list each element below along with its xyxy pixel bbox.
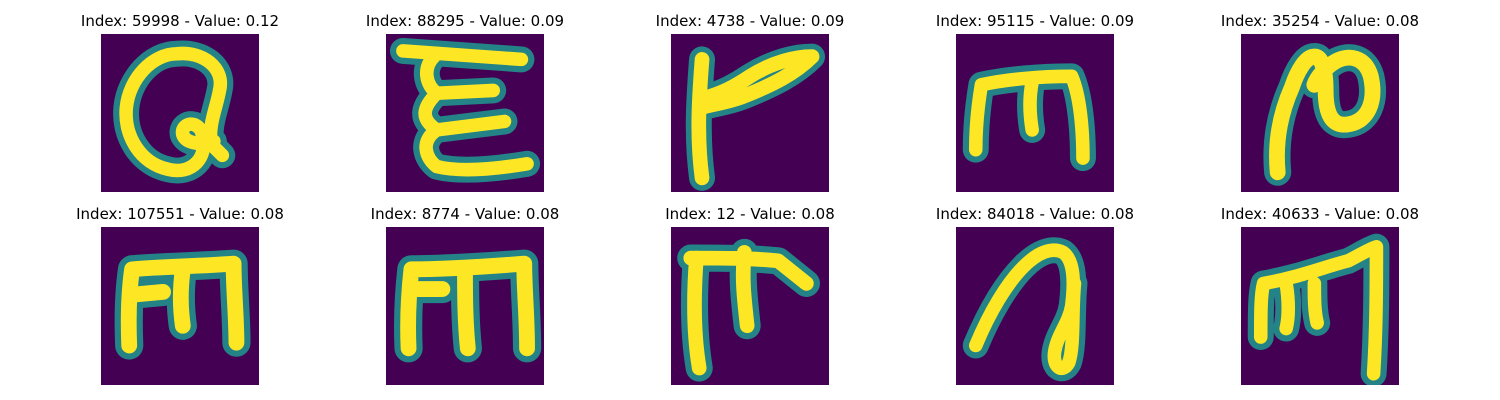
glyph-svg bbox=[685, 43, 826, 191]
glyph-image bbox=[101, 227, 259, 385]
glyph-image bbox=[386, 34, 544, 192]
tile-title: Index: 88295 - Value: 0.09 bbox=[365, 12, 565, 30]
sample-tile-9: Index: 84018 - Value: 0.08 bbox=[920, 205, 1150, 395]
glyph-image bbox=[386, 227, 544, 385]
tile-title: Index: 4738 - Value: 0.09 bbox=[655, 12, 845, 30]
tile-title: Index: 35254 - Value: 0.08 bbox=[1220, 12, 1420, 30]
sample-tile-2: Index: 88295 - Value: 0.09 bbox=[350, 12, 580, 202]
sample-tile-8: Index: 12 - Value: 0.08 bbox=[635, 205, 865, 395]
sample-tile-6: Index: 107551 - Value: 0.08 bbox=[65, 205, 295, 395]
tile-title: Index: 12 - Value: 0.08 bbox=[665, 205, 835, 223]
sample-tile-4: Index: 95115 - Value: 0.09 bbox=[920, 12, 1150, 202]
sample-tile-7: Index: 8774 - Value: 0.08 bbox=[350, 205, 580, 395]
glyph-image bbox=[1241, 34, 1399, 192]
sample-tile-10: Index: 40633 - Value: 0.08 bbox=[1205, 205, 1435, 395]
glyph-svg bbox=[962, 63, 1096, 172]
tile-title: Index: 107551 - Value: 0.08 bbox=[76, 205, 284, 223]
sample-tile-1: Index: 59998 - Value: 0.12 bbox=[65, 12, 295, 202]
glyph-svg bbox=[389, 37, 541, 183]
glyph-svg bbox=[113, 40, 236, 184]
glyph-svg bbox=[114, 249, 251, 360]
glyph-svg bbox=[1247, 233, 1390, 385]
glyph-image bbox=[671, 227, 829, 385]
tile-title: Index: 95115 - Value: 0.09 bbox=[935, 12, 1135, 30]
glyph-image bbox=[671, 34, 829, 192]
tile-title: Index: 8774 - Value: 0.08 bbox=[370, 205, 560, 223]
glyph-svg bbox=[1263, 43, 1387, 186]
glyph-svg bbox=[394, 249, 542, 363]
glyph-image bbox=[956, 227, 1114, 385]
sample-tile-3: Index: 4738 - Value: 0.09 bbox=[635, 12, 865, 202]
glyph-svg bbox=[962, 237, 1088, 382]
sample-tile-5: Index: 35254 - Value: 0.08 bbox=[1205, 12, 1435, 202]
glyph-image bbox=[956, 34, 1114, 192]
glyph-image bbox=[1241, 227, 1399, 385]
glyph-svg bbox=[677, 238, 820, 382]
glyph-image bbox=[101, 34, 259, 192]
tile-title: Index: 59998 - Value: 0.12 bbox=[80, 12, 280, 30]
tile-title: Index: 84018 - Value: 0.08 bbox=[935, 205, 1135, 223]
tile-title: Index: 40633 - Value: 0.08 bbox=[1220, 205, 1420, 223]
